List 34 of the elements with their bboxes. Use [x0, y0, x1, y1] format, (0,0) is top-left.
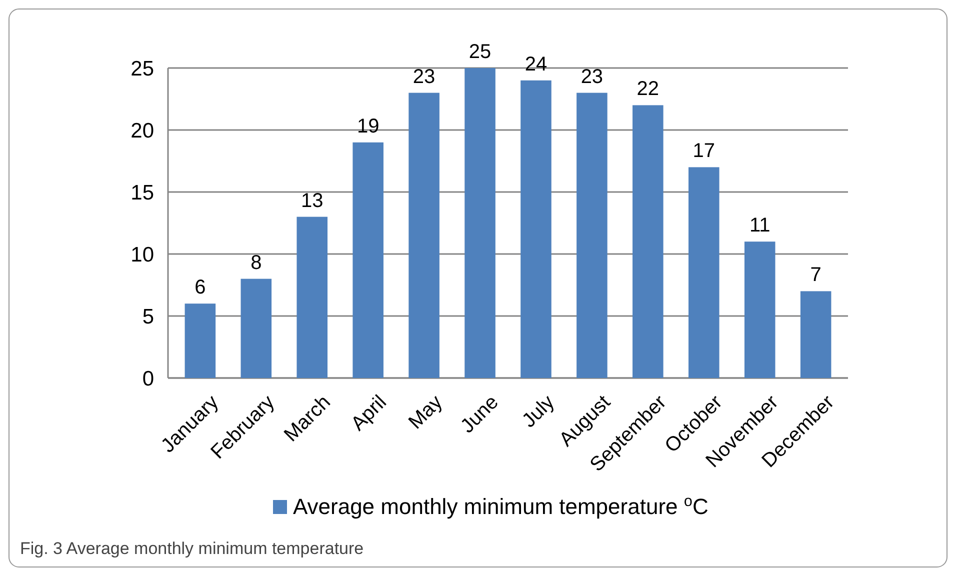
data-label: 23	[412, 66, 436, 88]
y-tick-label: 15	[130, 181, 154, 204]
data-label: 6	[194, 276, 206, 299]
bar	[352, 142, 384, 378]
x-tick-label: May	[404, 391, 447, 434]
bar	[520, 80, 552, 378]
data-label: 23	[580, 66, 604, 88]
y-tick-label: 25	[130, 57, 154, 80]
bar	[688, 167, 720, 378]
bar	[296, 216, 328, 378]
data-label: 8	[250, 252, 262, 274]
data-label: 11	[749, 214, 770, 237]
data-label: 19	[356, 115, 380, 138]
bar	[744, 242, 776, 378]
bar	[800, 291, 832, 378]
data-label: 24	[524, 53, 548, 76]
data-label: 7	[810, 264, 822, 286]
bar	[240, 278, 272, 378]
y-tick-label: 0	[142, 367, 154, 390]
bar	[576, 92, 608, 378]
data-label: 17	[692, 140, 716, 162]
y-tick-label: 5	[142, 305, 154, 328]
bar	[408, 92, 440, 378]
y-tick-label: 10	[130, 243, 154, 266]
data-label: 22	[636, 78, 660, 100]
caption: Fig. 3 Average monthly minimum temperature	[20, 539, 364, 558]
bar	[464, 68, 496, 378]
x-tick-label: July	[518, 391, 559, 432]
bar	[184, 304, 216, 378]
data-label: 13	[300, 190, 324, 212]
legend-label: Average monthly minimum temperature $^{o}$C	[293, 492, 708, 519]
y-tick-label: 20	[130, 119, 154, 142]
bar	[632, 105, 664, 378]
data-label: 25	[468, 41, 492, 63]
